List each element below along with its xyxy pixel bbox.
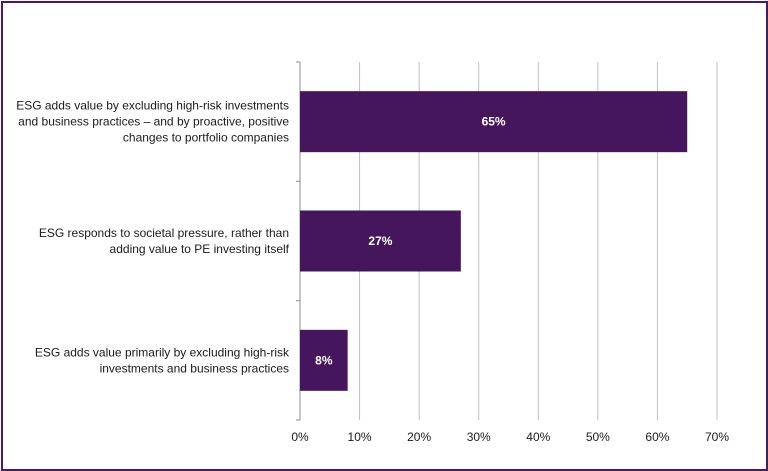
category-label: ESG adds value by excluding high-risk in… <box>16 99 289 145</box>
bar-value-label: 8% <box>315 353 333 367</box>
category-label-line: changes to portfolio companies <box>123 131 289 145</box>
x-tick-label: 40% <box>526 430 550 444</box>
bar <box>300 329 348 391</box>
x-tick-label: 30% <box>467 430 491 444</box>
bar-value-label: 65% <box>482 115 506 129</box>
x-tick-label: 10% <box>348 430 372 444</box>
x-tick-label: 0% <box>291 430 309 444</box>
category-label-line: and business practices – and by proactiv… <box>18 115 289 129</box>
x-tick-label: 60% <box>645 430 669 444</box>
category-label-line: ESG adds value primarily by excluding hi… <box>35 345 290 359</box>
x-tick-label: 70% <box>705 430 729 444</box>
bar-value-label: 27% <box>368 234 392 248</box>
category-label: ESG adds value primarily by excluding hi… <box>35 345 290 375</box>
x-tick-label: 20% <box>407 430 431 444</box>
category-label-line: investments and business practices <box>100 361 289 375</box>
bar <box>300 210 461 272</box>
category-label-line: ESG adds value by excluding high-risk in… <box>16 99 289 113</box>
category-label: ESG responds to societal pressure, rathe… <box>39 226 290 256</box>
category-label-line: ESG responds to societal pressure, rathe… <box>39 226 289 240</box>
bar <box>300 91 688 153</box>
x-tick-label: 50% <box>586 430 610 444</box>
category-label-line: adding value to PE investing itself <box>110 242 290 256</box>
